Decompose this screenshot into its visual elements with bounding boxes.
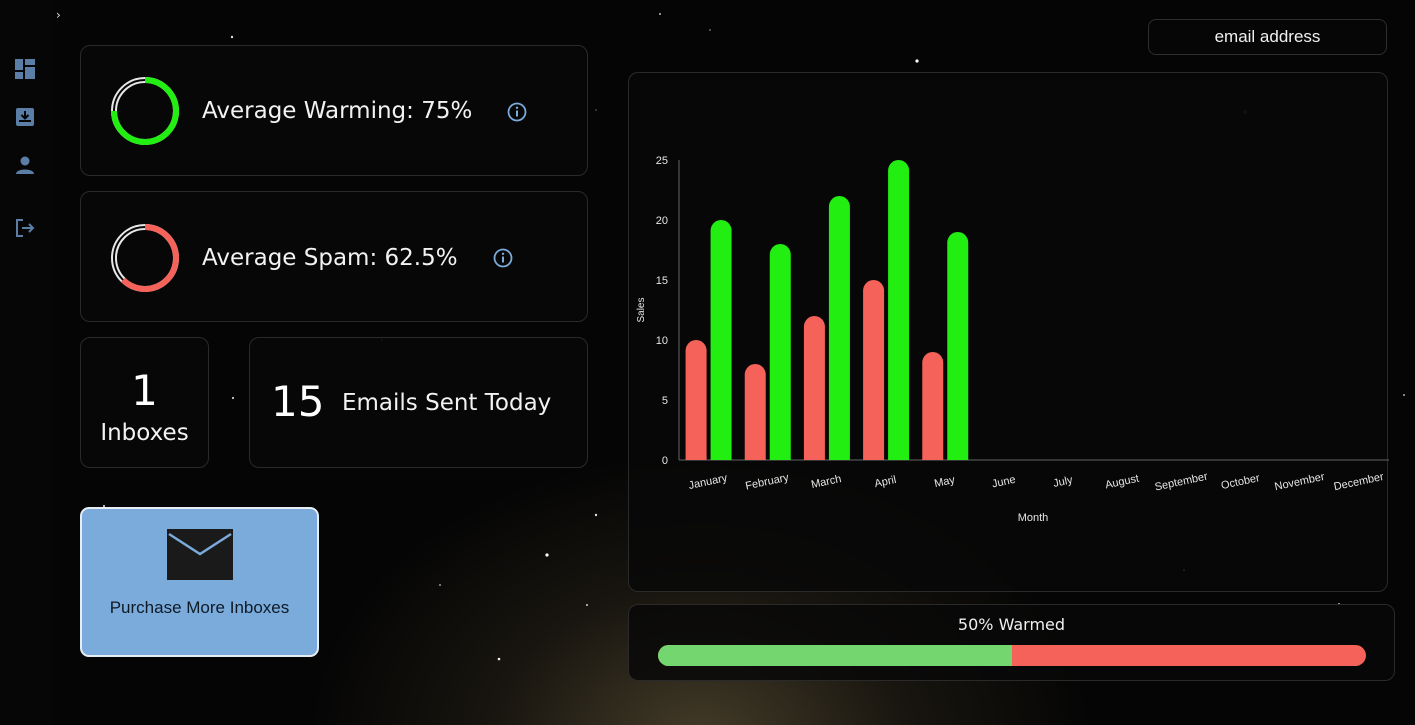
y-tick-label: 10 <box>656 335 668 347</box>
emails-sent-label: Emails Sent Today <box>342 390 552 416</box>
inboxes-count: 1 <box>131 366 158 415</box>
inboxes-card: 1 Inboxes <box>80 337 209 468</box>
x-tick-label: December <box>1333 471 1385 493</box>
emails-sent-count: 15 <box>271 377 325 426</box>
x-tick-label: June <box>991 474 1017 491</box>
warming-bar <box>828 196 850 460</box>
y-tick-label: 25 <box>656 155 668 167</box>
sidebar-item-inbox[interactable] <box>13 105 37 129</box>
x-tick-label: November <box>1274 471 1326 493</box>
x-tick-label: August <box>1104 473 1140 492</box>
warming-ring-chart <box>111 77 179 145</box>
warming-card: Average Warming: 75% <box>80 45 588 176</box>
collapse-sidebar-icon[interactable]: › <box>56 8 61 22</box>
spam-bar <box>803 316 825 460</box>
y-tick-label: 0 <box>662 455 668 467</box>
y-tick-label: 15 <box>656 275 668 287</box>
inboxes-label: Inboxes <box>100 420 189 446</box>
warming-info-icon[interactable] <box>506 101 528 123</box>
x-tick-label: October <box>1220 472 1261 492</box>
warming-bar <box>888 160 910 460</box>
sales-chart-card: 0 5 10 15 20 25 January February March April May Ju… <box>628 72 1389 592</box>
emails-sent-card: 15 Emails Sent Today <box>249 337 588 468</box>
y-axis-title: Sales <box>636 297 647 322</box>
warming-bar <box>769 244 791 460</box>
x-tick-label: September <box>1154 471 1209 494</box>
purchase-inboxes-label: Purchase More Inboxes <box>109 598 290 617</box>
spam-bar <box>863 280 885 460</box>
spam-ring-chart <box>111 224 179 292</box>
warmed-progress-card: 50% Warmed <box>628 604 1395 681</box>
sidebar-item-account[interactable] <box>13 153 37 177</box>
purchase-inboxes-button[interactable]: Purchase More Inboxes <box>80 507 319 657</box>
dashboard-icon <box>15 59 35 79</box>
spam-card: Average Spam: 62.5% <box>80 191 588 322</box>
y-tick-label: 5 <box>662 395 668 407</box>
x-tick-label: May <box>933 474 956 490</box>
spam-bar <box>922 352 944 460</box>
inbox-icon <box>16 108 34 126</box>
x-tick-label: February <box>744 472 790 493</box>
spam-bar <box>685 340 707 460</box>
warmed-progress-fill <box>658 645 1012 666</box>
spam-ring-arc <box>120 224 179 292</box>
y-tick-label: 20 <box>656 215 668 227</box>
spam-bar <box>744 364 766 460</box>
x-tick-label: January <box>688 472 729 492</box>
x-tick-label: July <box>1052 474 1074 490</box>
envelope-icon <box>167 529 233 580</box>
warmed-progress-bar <box>658 645 1366 666</box>
x-axis-title: Month <box>1018 512 1049 524</box>
sidebar-item-dashboard[interactable] <box>13 57 37 81</box>
sales-bar-chart: 0 5 10 15 20 25 January February March April May Ju… <box>636 155 1389 524</box>
sidebar-item-logout[interactable] <box>13 216 37 240</box>
warmed-progress-label: 50% Warmed <box>957 615 1066 634</box>
spam-info-icon[interactable] <box>492 247 514 269</box>
warming-bar <box>710 220 732 460</box>
x-tick-label: March <box>810 473 842 491</box>
warming-bar <box>947 232 969 460</box>
sidebar <box>0 0 52 725</box>
email-address-field[interactable]: email address <box>1148 19 1387 55</box>
spam-label: Average Spam: 62.5% <box>202 245 458 271</box>
logout-icon <box>16 219 35 237</box>
user-icon <box>16 156 34 174</box>
x-tick-label: April <box>873 474 897 490</box>
warming-label: Average Warming: 75% <box>202 98 473 124</box>
